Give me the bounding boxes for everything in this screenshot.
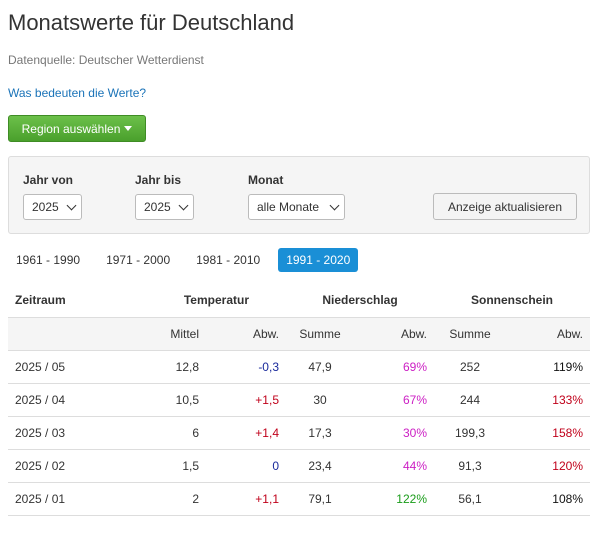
year-to-label: Jahr bis xyxy=(135,173,182,187)
cell-sun-dev: 158% xyxy=(506,416,590,450)
data-source: Datenquelle: Deutscher Wetterdienst xyxy=(8,53,204,67)
cell-sun-sum: 199,3 xyxy=(434,416,506,450)
cell-sun-dev: 108% xyxy=(506,482,590,516)
year-from-label: Jahr von xyxy=(23,173,74,187)
cell-temp-dev: 0 xyxy=(206,449,286,483)
cell-temp-dev: -0,3 xyxy=(206,350,286,384)
subheader-sun-dev: Abw. xyxy=(506,317,590,351)
cell-sun-sum: 91,3 xyxy=(434,449,506,483)
col-header-sunshine: Sonnenschein xyxy=(434,284,590,318)
reference-period-tabs: 1961 - 1990 1971 - 2000 1981 - 2010 1991… xyxy=(8,248,359,272)
cell-period: 2025 / 04 xyxy=(8,383,141,417)
period-tab-1981-2010[interactable]: 1981 - 2010 xyxy=(196,253,261,267)
month-select[interactable]: alle Monate xyxy=(248,194,345,220)
region-button-label: Region auswählen xyxy=(21,121,121,136)
cell-precip-sum: 17,3 xyxy=(286,416,354,450)
month-value: alle Monate xyxy=(257,200,320,214)
monthly-values-table: Zeitraum Temperatur Niederschlag Sonnens… xyxy=(8,284,590,516)
period-tab-1961-1990[interactable]: 1961 - 1990 xyxy=(16,253,81,267)
cell-precip-sum: 30 xyxy=(286,383,354,417)
year-from-select[interactable]: 2025 xyxy=(23,194,82,220)
cell-sun-sum: 244 xyxy=(434,383,506,417)
cell-precip-dev: 30% xyxy=(354,416,434,450)
month-label: Monat xyxy=(248,173,284,187)
year-to-value: 2025 xyxy=(144,200,171,214)
filter-panel: Jahr von 2025 Jahr bis 2025 Monat alle M… xyxy=(8,156,590,234)
chevron-down-icon xyxy=(178,200,189,211)
subheader-temp-mean: Mittel xyxy=(141,317,206,351)
subheader-temp-dev: Abw. xyxy=(206,317,286,351)
cell-period: 2025 / 05 xyxy=(8,350,141,384)
table-row: 2025 / 02 1,5 0 23,4 44% 91,3 120% xyxy=(8,449,590,483)
col-header-temperature: Temperatur xyxy=(141,284,286,318)
cell-precip-sum: 23,4 xyxy=(286,449,354,483)
subheader-empty xyxy=(8,317,141,351)
cell-precip-dev: 69% xyxy=(354,350,434,384)
cell-temp-dev: +1,4 xyxy=(206,416,286,450)
table-row: 2025 / 04 10,5 +1,5 30 67% 244 133% xyxy=(8,383,590,417)
caret-down-icon xyxy=(124,126,133,131)
cell-sun-dev: 119% xyxy=(506,350,590,384)
table-row: 2025 / 01 2 +1,1 79,1 122% 56,1 108% xyxy=(8,482,590,516)
cell-precip-sum: 79,1 xyxy=(286,482,354,516)
subheader-precip-dev: Abw. xyxy=(354,317,434,351)
update-button[interactable]: Anzeige aktualisieren xyxy=(433,193,577,220)
cell-precip-dev: 44% xyxy=(354,449,434,483)
subheader-precip-sum: Summe xyxy=(286,317,354,351)
year-from-value: 2025 xyxy=(32,200,59,214)
cell-precip-dev: 67% xyxy=(354,383,434,417)
cell-precip-dev: 122% xyxy=(354,482,434,516)
cell-temp-mean: 12,8 xyxy=(141,350,206,384)
cell-period: 2025 / 01 xyxy=(8,482,141,516)
cell-temp-dev: +1,1 xyxy=(206,482,286,516)
help-link[interactable]: Was bedeuten die Werte? xyxy=(8,86,147,100)
cell-period: 2025 / 02 xyxy=(8,449,141,483)
cell-temp-dev: +1,5 xyxy=(206,383,286,417)
region-select-button[interactable]: Region auswählen xyxy=(8,115,146,142)
chevron-down-icon xyxy=(66,200,77,211)
page-title: Monatswerte für Deutschland xyxy=(8,10,295,35)
col-header-period: Zeitraum xyxy=(8,284,141,318)
cell-temp-mean: 6 xyxy=(141,416,206,450)
cell-temp-mean: 1,5 xyxy=(141,449,206,483)
cell-sun-dev: 120% xyxy=(506,449,590,483)
cell-sun-sum: 56,1 xyxy=(434,482,506,516)
year-to-select[interactable]: 2025 xyxy=(135,194,194,220)
cell-period: 2025 / 03 xyxy=(8,416,141,450)
period-tab-1971-2000[interactable]: 1971 - 2000 xyxy=(106,253,171,267)
period-tab-1991-2020[interactable]: 1991 - 2020 xyxy=(278,248,359,272)
cell-precip-sum: 47,9 xyxy=(286,350,354,384)
table-row: 2025 / 03 6 +1,4 17,3 30% 199,3 158% xyxy=(8,416,590,450)
chevron-down-icon xyxy=(329,200,340,211)
cell-sun-sum: 252 xyxy=(434,350,506,384)
cell-sun-dev: 133% xyxy=(506,383,590,417)
col-header-precipitation: Niederschlag xyxy=(286,284,434,318)
cell-temp-mean: 2 xyxy=(141,482,206,516)
table-row: 2025 / 05 12,8 -0,3 47,9 69% 252 119% xyxy=(8,350,590,384)
cell-temp-mean: 10,5 xyxy=(141,383,206,417)
subheader-sun-sum: Summe xyxy=(434,317,506,351)
